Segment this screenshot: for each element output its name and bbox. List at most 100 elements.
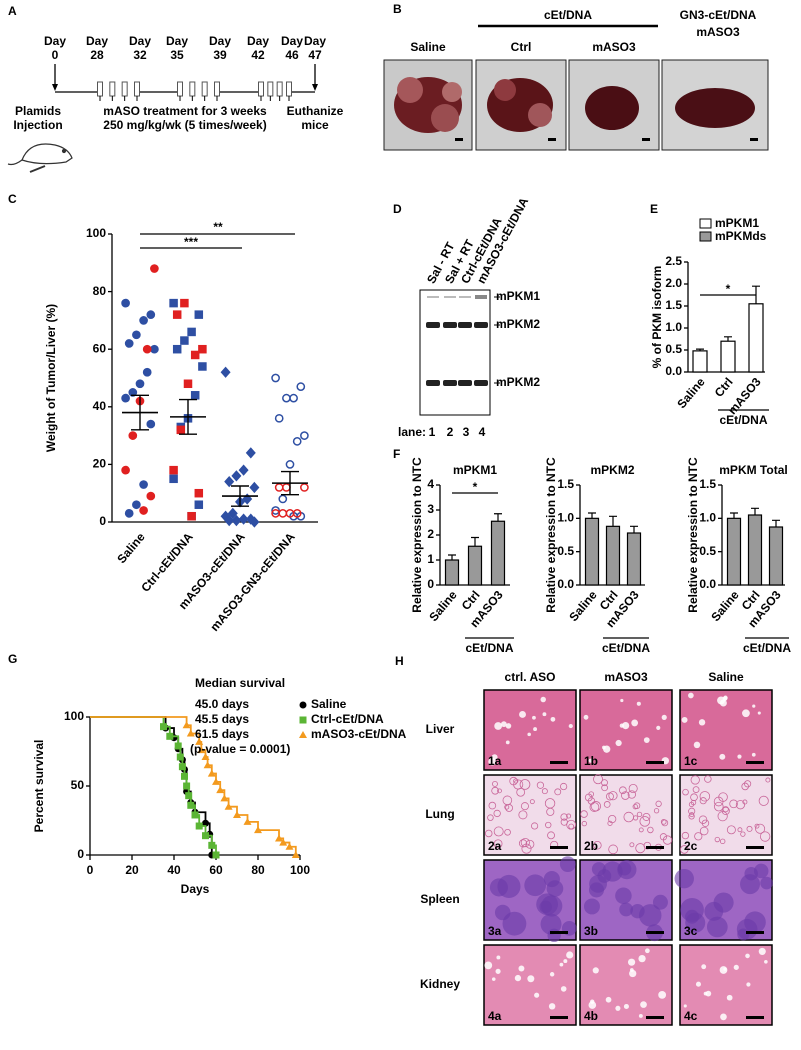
tissue-texture [638, 954, 646, 963]
x-tick-label: Saline [114, 530, 148, 566]
marker [195, 822, 203, 830]
dot [227, 507, 238, 519]
significance: * [726, 282, 731, 296]
dot [249, 516, 260, 528]
tissue-texture [685, 912, 706, 933]
dot [172, 310, 182, 319]
tissue-texture [497, 788, 502, 794]
survival-curve [90, 716, 213, 855]
tissue-texture [629, 842, 635, 848]
marker [208, 841, 216, 849]
panel-tag: 1a [488, 754, 502, 768]
bar [605, 525, 621, 586]
tissue-texture [760, 876, 773, 890]
tissue-texture [547, 928, 561, 943]
marker [216, 786, 225, 794]
tissue-texture [549, 972, 555, 977]
y-tick-label: 100 [64, 709, 84, 723]
panel-tag: 3c [684, 924, 698, 938]
tissue-texture [765, 777, 771, 783]
tissue-texture [615, 887, 632, 905]
x-tick-label: Saline [426, 588, 460, 624]
tissue-texture [493, 839, 503, 849]
dot [180, 336, 189, 345]
tissue-texture [560, 782, 568, 791]
tissue-texture [680, 845, 689, 854]
significance: ** [213, 220, 223, 234]
y-tick-label: 0.0 [665, 364, 682, 378]
tissue-texture [492, 780, 498, 787]
panel-tag: 4b [584, 1009, 598, 1023]
tissue-texture [504, 828, 511, 836]
tissue-texture [583, 714, 589, 720]
tissue-texture [513, 778, 519, 784]
tissue-texture [496, 955, 501, 960]
tissue-texture [605, 792, 614, 801]
tissue-texture [539, 900, 552, 914]
tissue-texture [568, 724, 573, 729]
day-number: 46 [285, 48, 299, 62]
marker [181, 772, 188, 780]
dot [146, 310, 156, 319]
tissue-texture [757, 711, 761, 715]
group-label: cEt/DNA [465, 641, 513, 655]
tissue-texture [605, 996, 612, 1003]
syringe [286, 81, 292, 97]
error-bar [179, 398, 197, 435]
panel-tag: 1b [584, 754, 598, 768]
scale-bar [646, 931, 664, 934]
tissue-texture [590, 801, 602, 812]
y-tick-label: 1.5 [557, 477, 574, 491]
panel-label: G [8, 652, 17, 666]
error-bar [609, 515, 617, 527]
dot [296, 382, 306, 391]
tissue-texture [484, 961, 493, 970]
dot [142, 344, 152, 354]
tissue-texture [688, 692, 694, 699]
dot [183, 379, 193, 389]
tissue-texture [589, 874, 607, 893]
median-title: Median survival [195, 676, 285, 690]
tissue-texture [491, 977, 496, 981]
tissue-texture [699, 791, 711, 802]
tissue-texture [497, 874, 521, 898]
x-tick-label: 60 [209, 863, 223, 877]
group-label: cEt/DNA [743, 641, 791, 655]
euthanize-note: mice [301, 118, 329, 132]
y-tick-label: 40 [93, 399, 107, 413]
syringe [109, 81, 116, 97]
tissue-texture [718, 792, 728, 802]
panel-label: F [393, 447, 400, 461]
tissue-texture [527, 975, 535, 983]
day-number: 35 [170, 48, 184, 62]
tissue-texture [560, 986, 567, 992]
y-tick-label: 0 [427, 577, 434, 591]
tissue-texture [645, 948, 650, 954]
dot [169, 298, 178, 308]
tissue-texture [491, 786, 499, 795]
day-word: Day [166, 34, 188, 48]
row-header: Lung [425, 807, 454, 821]
tissue-texture [519, 711, 526, 718]
tissue-texture [494, 722, 503, 730]
marker [186, 729, 195, 737]
tissue-texture [603, 801, 611, 808]
y-tick-label: 80 [93, 284, 107, 298]
micrograph [679, 944, 773, 1026]
tissue-texture [660, 819, 667, 825]
y-tick-label: 0 [77, 847, 84, 861]
tissue-texture [531, 822, 539, 830]
tissue-texture [721, 806, 730, 815]
legend-label: mASO3-cEt/DNA [311, 727, 407, 741]
lane-word: lane: [398, 425, 426, 439]
tissue-texture [488, 801, 497, 810]
marker [202, 819, 209, 827]
tissue-texture [742, 799, 748, 805]
tissue-texture [532, 715, 536, 720]
tissue-texture [615, 1005, 621, 1011]
scale-bar [550, 931, 568, 934]
tissue-texture [504, 804, 510, 810]
median-value: 45.5 days [195, 712, 249, 726]
tissue-texture [527, 732, 531, 737]
tissue-texture [509, 776, 518, 786]
